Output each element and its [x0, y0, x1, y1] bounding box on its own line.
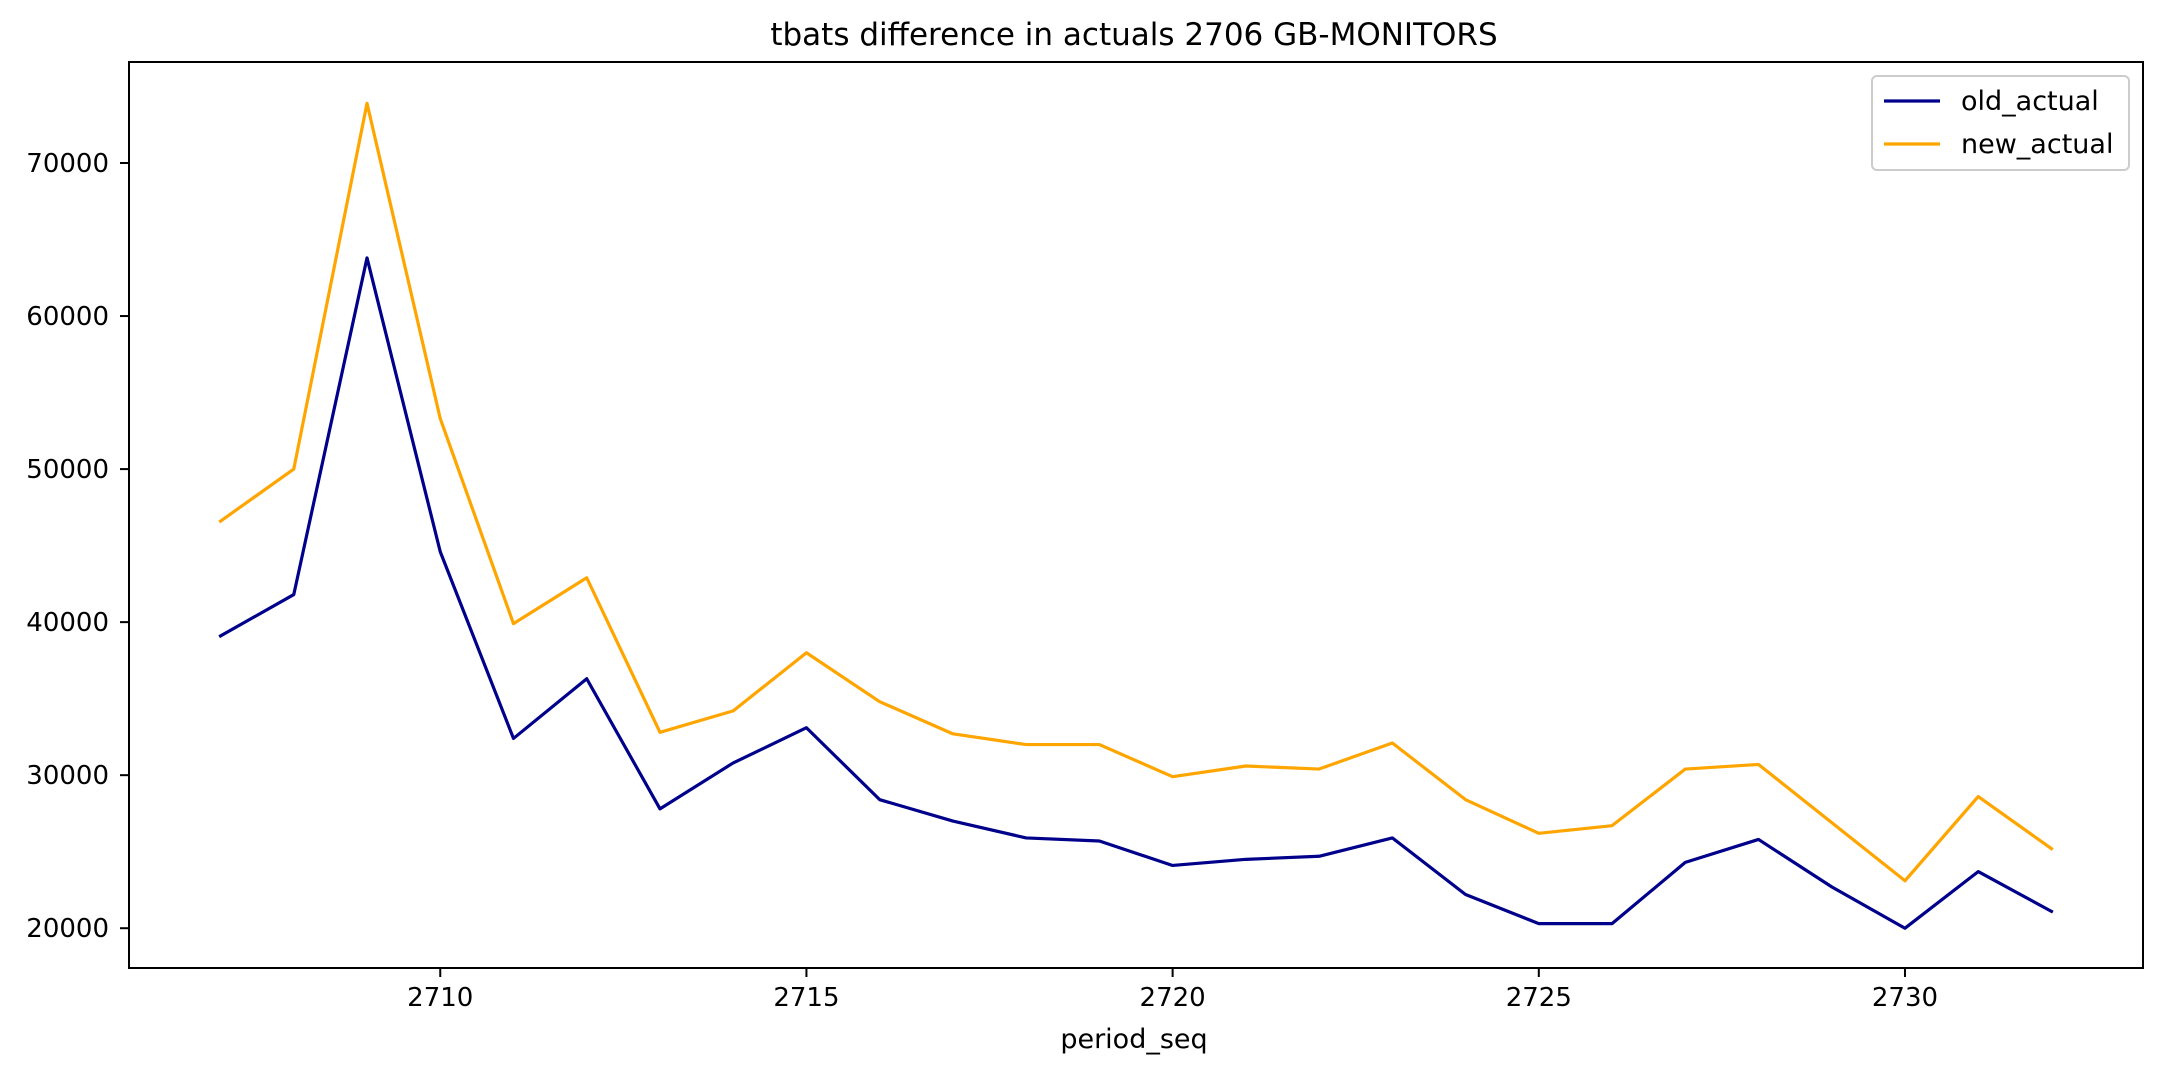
legend-label-old_actual: old_actual	[1961, 86, 2099, 117]
x-tick-label: 2720	[1140, 983, 1206, 1013]
y-tick-label: 20000	[26, 914, 109, 944]
x-tick-label: 2710	[407, 983, 473, 1013]
y-tick-label: 70000	[26, 149, 109, 179]
series-line-old_actual	[218, 256, 2054, 930]
y-tick-label: 60000	[26, 302, 109, 332]
x-tick-label: 2715	[773, 983, 839, 1013]
x-axis: 2710 2715 2720 2725 2730	[407, 968, 1938, 1013]
y-tick-label: 40000	[26, 608, 109, 638]
x-axis-title: period_seq	[1060, 1024, 1207, 1055]
x-tick-label: 2725	[1506, 983, 1572, 1013]
x-tick-label: 2730	[1872, 983, 1938, 1013]
y-tick-label: 30000	[26, 761, 109, 791]
series-layer	[218, 101, 2054, 930]
legend-label-new_actual: new_actual	[1961, 129, 2113, 160]
plot-area-frame	[128, 61, 2144, 969]
y-tick-label: 50000	[26, 455, 109, 485]
chart-title: tbats difference in actuals 2706 GB-MONI…	[770, 17, 1497, 53]
series-line-new_actual	[218, 101, 2054, 883]
legend: old_actual new_actual	[1871, 75, 2130, 171]
y-axis: 20000 30000 40000 50000 60000 70000	[26, 149, 129, 944]
